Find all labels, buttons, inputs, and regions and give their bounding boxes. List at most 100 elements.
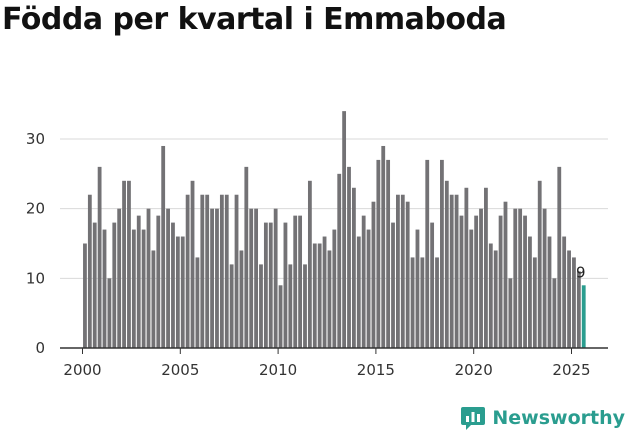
bar [396, 194, 400, 348]
bar [263, 222, 268, 348]
brand-name: Newsworthy [492, 407, 625, 429]
bar [342, 111, 347, 348]
bar [484, 187, 488, 348]
bar [371, 201, 376, 348]
bar [185, 194, 190, 348]
bar [303, 264, 307, 348]
y-tick-label: 10 [26, 269, 45, 287]
bar [449, 194, 454, 348]
bar [102, 229, 107, 348]
bar [83, 243, 87, 348]
bar [532, 257, 537, 348]
bar [576, 271, 581, 348]
bar [400, 194, 405, 348]
bar [195, 257, 200, 348]
bar [322, 236, 327, 348]
bar [351, 187, 356, 348]
bar [435, 257, 439, 348]
bar [175, 236, 180, 348]
bar [391, 222, 395, 348]
bar [430, 222, 435, 348]
bar [205, 194, 210, 348]
bar [528, 236, 532, 348]
chart-title: Födda per kvartal i Emmaboda [2, 2, 507, 37]
y-tick-label: 20 [26, 200, 45, 218]
bar [244, 166, 249, 348]
bar [376, 159, 381, 348]
bar [136, 215, 141, 348]
bar [127, 180, 131, 348]
bar [327, 250, 332, 348]
bar [122, 180, 126, 348]
bar [131, 229, 136, 348]
bar [464, 187, 469, 348]
axes: 2000 2005 2010 2015 2020 2025 [60, 347, 608, 379]
bar [312, 243, 317, 348]
bar [87, 194, 92, 348]
y-tick-label: 30 [26, 130, 45, 148]
bar [219, 194, 224, 348]
bar [440, 159, 444, 348]
bar [361, 215, 366, 348]
bar [410, 257, 415, 348]
bar [317, 243, 322, 348]
bar [298, 215, 303, 348]
x-tick-label: 2000 [63, 361, 101, 379]
x-tick-label: 2025 [552, 361, 590, 379]
bar [259, 264, 263, 348]
y-tick-label: 0 [35, 339, 45, 357]
bar [107, 278, 112, 348]
bar [567, 250, 571, 348]
bar [425, 159, 430, 348]
bar [215, 208, 219, 348]
bar [151, 250, 156, 348]
bar-series: 9 [83, 111, 586, 348]
bar [117, 208, 122, 348]
x-tick-label: 2015 [357, 361, 395, 379]
bar [503, 201, 508, 348]
bar [97, 166, 102, 348]
bar [523, 215, 527, 348]
bar [508, 278, 513, 348]
bar [239, 250, 244, 348]
last-value-label: 9 [576, 263, 586, 281]
bar [547, 236, 552, 348]
bar [454, 194, 459, 348]
bar [405, 201, 410, 348]
bar [386, 159, 391, 348]
bar [288, 264, 293, 348]
bar [474, 215, 479, 348]
bar [249, 208, 254, 348]
bar [381, 145, 386, 348]
bar [254, 208, 258, 348]
bar [469, 229, 474, 348]
bar [572, 257, 576, 348]
x-tick-label: 2005 [161, 361, 199, 379]
bar [200, 194, 205, 348]
bar [112, 222, 117, 348]
bar [347, 166, 351, 348]
bar [415, 229, 420, 348]
bar [307, 180, 312, 348]
bar [92, 222, 97, 348]
bar [146, 208, 151, 348]
bar [273, 208, 278, 348]
bar [513, 208, 518, 348]
bar [283, 222, 288, 348]
bar [552, 278, 557, 348]
bar [268, 222, 273, 348]
bar [493, 250, 498, 348]
bar [156, 215, 161, 348]
bar [366, 229, 371, 348]
bar [557, 166, 562, 348]
x-tick-label: 2020 [455, 361, 493, 379]
brand-logo: Newsworthy [460, 405, 625, 431]
bar [229, 264, 234, 348]
bar [332, 229, 337, 348]
bar [171, 222, 175, 348]
bar [210, 208, 214, 348]
bar [180, 236, 185, 348]
bar [293, 215, 298, 348]
newsworthy-logo-icon [461, 407, 486, 430]
